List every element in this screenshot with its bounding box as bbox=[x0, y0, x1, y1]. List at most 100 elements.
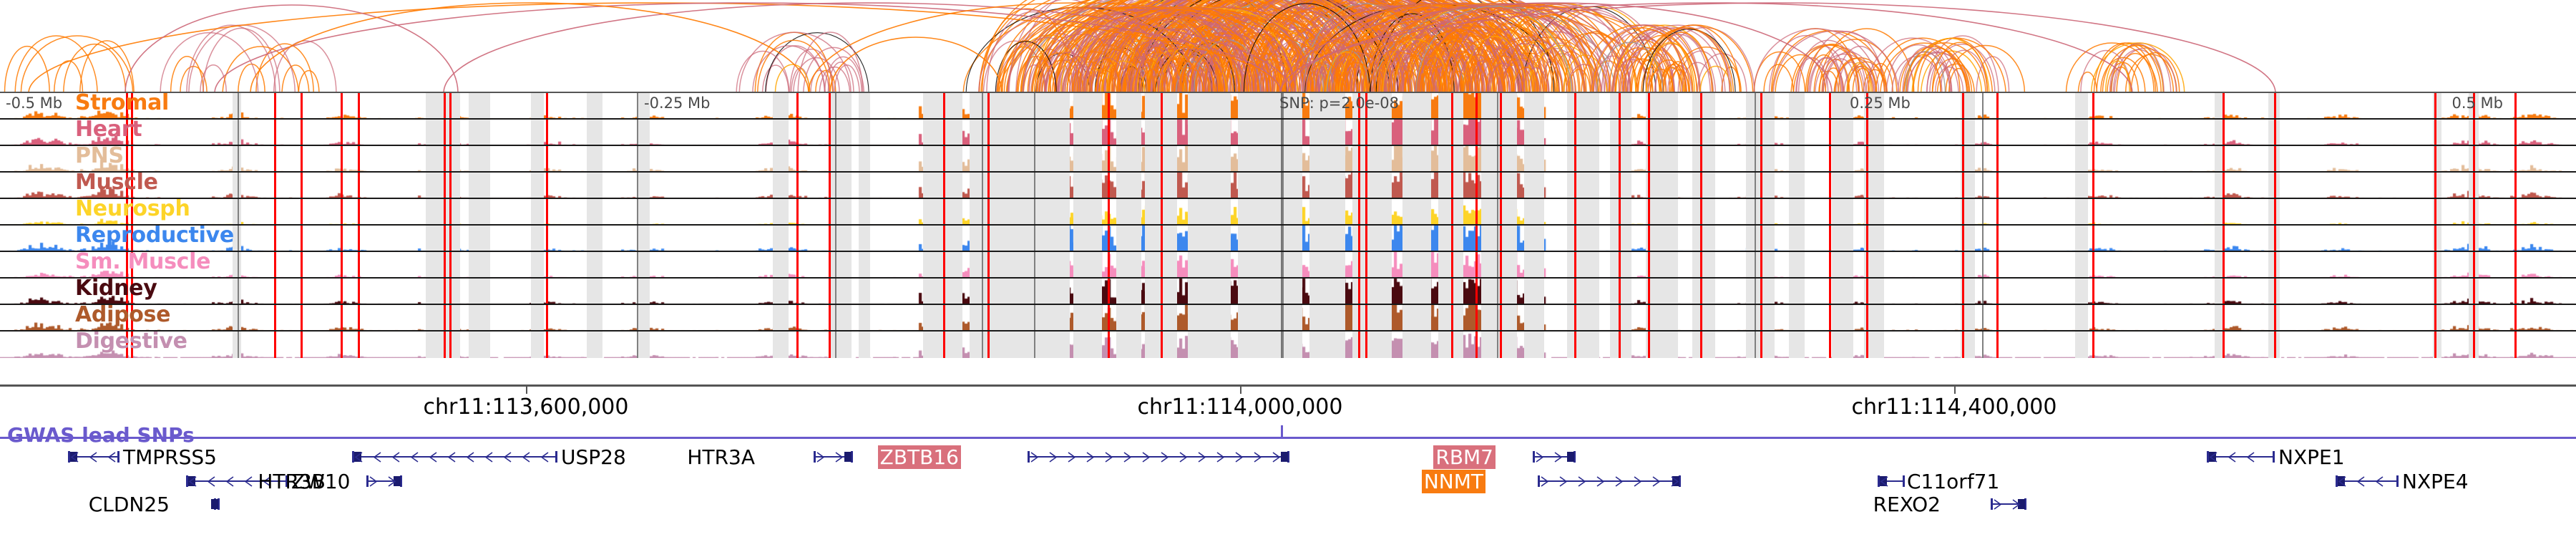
gwas-snp-marker-line bbox=[1829, 93, 1831, 118]
gene-label-NXPE4[interactable]: NXPE4 bbox=[2402, 470, 2469, 493]
gwas-snp-marker-line bbox=[546, 199, 548, 224]
gene-body-TMPRSS5[interactable] bbox=[69, 456, 118, 458]
gene-end-cap bbox=[1903, 475, 1905, 487]
grey-marker-line bbox=[1497, 93, 1498, 118]
shaded-region bbox=[1438, 120, 1463, 145]
gene-exon-block bbox=[70, 452, 77, 462]
gwas-snp-marker-line bbox=[1161, 332, 1163, 358]
gwas-snp-marker-line bbox=[2274, 120, 2276, 145]
gene-label-CLDN25[interactable]: CLDN25 bbox=[88, 493, 170, 516]
shaded-region bbox=[1567, 305, 1599, 330]
shaded-region bbox=[469, 120, 490, 145]
gwas-snp-marker-line bbox=[1500, 279, 1502, 304]
gene-body-NXPE4[interactable] bbox=[2336, 480, 2397, 482]
gwas-snp-marker-line bbox=[1619, 279, 1621, 304]
gwas-snp-marker-line bbox=[829, 252, 831, 277]
gwas-snp-marker-line bbox=[274, 146, 276, 171]
gwas-snp-marker-line bbox=[444, 199, 446, 224]
gwas-snp-marker-line bbox=[546, 252, 548, 277]
gwas-snp-marker-line bbox=[943, 146, 945, 171]
gwas-snp-marker-line bbox=[2274, 305, 2276, 330]
shaded-region bbox=[1646, 226, 1678, 251]
shaded-region bbox=[1309, 120, 1345, 145]
shaded-region bbox=[1832, 93, 1853, 118]
shaded-region bbox=[1692, 332, 1715, 358]
shaded-region bbox=[1692, 252, 1715, 277]
gwas-snp-marker-line bbox=[796, 93, 799, 118]
grey-marker-line bbox=[1982, 199, 1984, 224]
gwas-lead-snp-tick[interactable] bbox=[1281, 425, 1283, 438]
gene-body-NNMT[interactable] bbox=[1538, 480, 1679, 482]
grey-marker-line bbox=[637, 226, 638, 251]
gene-body-ZW10[interactable] bbox=[187, 480, 286, 482]
shaded-region bbox=[773, 199, 789, 224]
shaded-region bbox=[773, 146, 789, 171]
gwas-snp-marker-line bbox=[1161, 173, 1163, 198]
gene-strand-arrows bbox=[2338, 476, 2384, 487]
gwas-snp-marker-line bbox=[1358, 120, 1360, 145]
gene-exon-block bbox=[844, 452, 852, 462]
gwas-snp-marker-line bbox=[1760, 146, 1762, 171]
shaded-region bbox=[2075, 279, 2088, 304]
gwas-snp-marker-line bbox=[1358, 199, 1360, 224]
arcs-svg bbox=[4, 0, 2276, 92]
shaded-region bbox=[1188, 199, 1231, 224]
gwas-snp-marker-line bbox=[1451, 252, 1453, 277]
gene-row: USP28 bbox=[0, 445, 2576, 469]
gwas-snp-marker-line bbox=[1500, 252, 1502, 277]
shaded-region bbox=[1188, 226, 1231, 251]
gene-label-NXPE1[interactable]: NXPE1 bbox=[2278, 445, 2345, 469]
gene-label-REXO2[interactable]: REXO2 bbox=[1873, 493, 1941, 516]
gwas-snp-marker-line bbox=[131, 173, 133, 198]
signal-tracks-panel: Stromal -0.5 Mb -0.25 Mb SNP: p=2.0e-08 0.25… bbox=[0, 92, 2576, 385]
gene-body-HTR3B[interactable] bbox=[367, 480, 401, 482]
gene-label-ZBTB16[interactable]: ZBTB16 bbox=[877, 445, 961, 469]
gwas-snp-marker-line bbox=[1475, 305, 1478, 330]
shaded-region bbox=[1402, 93, 1431, 118]
shaded-region bbox=[1692, 146, 1715, 171]
gene-body-REXO2[interactable] bbox=[1991, 503, 2025, 505]
shaded-region bbox=[923, 305, 962, 330]
gene-body-RBM7[interactable] bbox=[1533, 456, 1574, 458]
shaded-region bbox=[1238, 226, 1302, 251]
shaded-region bbox=[1116, 332, 1141, 358]
grey-marker-line bbox=[1034, 120, 1035, 145]
gwas-snp-marker-line bbox=[1648, 226, 1650, 251]
gene-label-HTR3B[interactable]: HTR3B bbox=[258, 470, 326, 493]
grey-marker-line bbox=[1034, 279, 1035, 304]
gwas-snp-marker-line bbox=[1475, 226, 1478, 251]
gene-body-USP28[interactable] bbox=[353, 456, 556, 458]
gene-body-ZBTB16[interactable] bbox=[1028, 456, 1288, 458]
grey-marker-line bbox=[1755, 332, 1756, 358]
gwas-snp-marker-line bbox=[1962, 173, 1964, 198]
gene-label-TMPRSS5[interactable]: TMPRSS5 bbox=[123, 445, 217, 469]
gene-label-ZW10[interactable]: ZW10 bbox=[291, 470, 351, 493]
shaded-region bbox=[2075, 93, 2088, 118]
gene-label-USP28[interactable]: USP28 bbox=[561, 445, 626, 469]
shaded-region bbox=[1567, 252, 1599, 277]
gwas-snp-marker-line bbox=[1365, 146, 1367, 171]
shaded-region bbox=[531, 173, 544, 198]
gene-label-C11orf71[interactable]: C11orf71 bbox=[1907, 470, 2000, 493]
gene-label-NNMT[interactable]: NNMT bbox=[1421, 470, 1485, 493]
gene-label-RBM7[interactable]: RBM7 bbox=[1433, 445, 1496, 469]
gwas-snp-marker-line bbox=[1962, 120, 1964, 145]
shaded-region bbox=[1832, 252, 1853, 277]
gwas-snp-marker-line bbox=[274, 332, 276, 358]
shaded-region bbox=[1073, 173, 1102, 198]
shaded-region bbox=[1524, 226, 1544, 251]
gwas-snp-marker-line bbox=[301, 146, 303, 171]
gene-body-C11orf71[interactable] bbox=[1878, 480, 1903, 482]
gwas-snp-marker-line bbox=[1619, 146, 1621, 171]
shaded-region bbox=[830, 252, 852, 277]
gene-body-NXPE1[interactable] bbox=[2207, 456, 2273, 458]
gene-label-HTR3A[interactable]: HTR3A bbox=[687, 445, 755, 469]
gwas-snp-marker-line bbox=[796, 120, 799, 145]
gene-row: CLDN25 bbox=[0, 493, 2576, 516]
gwas-snp-marker-line bbox=[1760, 93, 1762, 118]
shaded-region bbox=[587, 226, 602, 251]
shaded-region bbox=[426, 305, 460, 330]
shaded-region bbox=[1961, 120, 1975, 145]
gwas-snp-marker-line bbox=[829, 173, 831, 198]
gene-body-HTR3A[interactable] bbox=[814, 456, 852, 458]
